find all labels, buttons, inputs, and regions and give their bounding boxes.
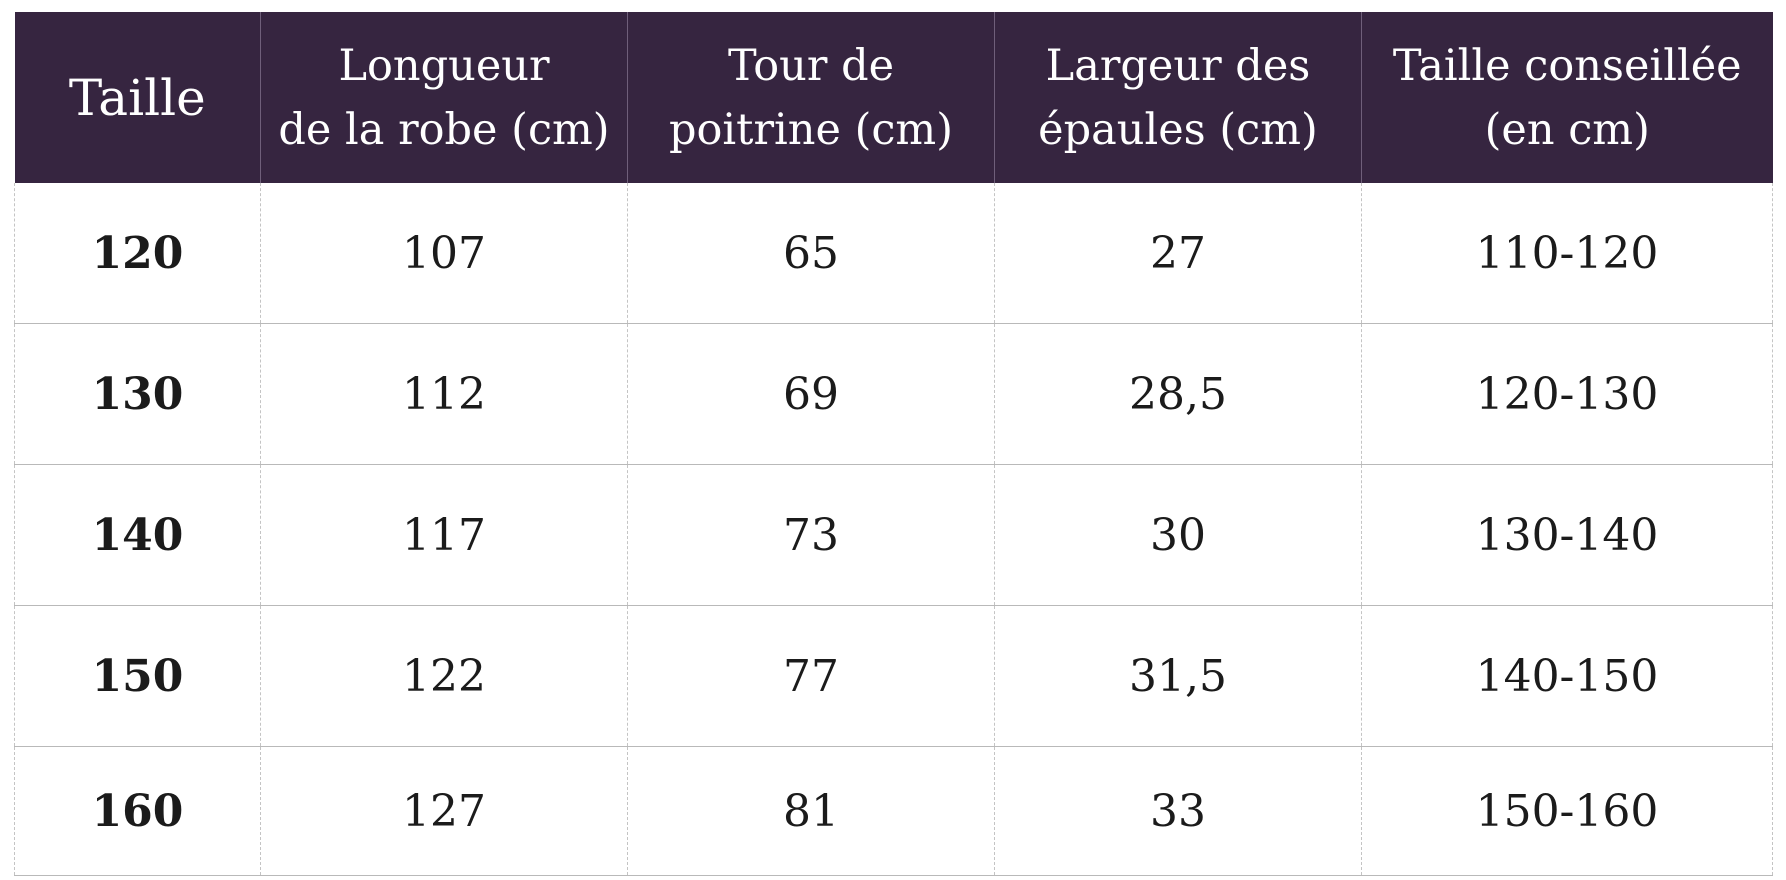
cell-taille-conseillee: 140-150	[1361, 605, 1773, 747]
header-longueur-robe: Longueur de la robe (cm)	[260, 12, 628, 183]
cell-taille: 150	[14, 605, 261, 747]
size-chart-table: Taille Longueur de la robe (cm) Tour de …	[14, 12, 1773, 876]
cell-taille-conseillee: 120-130	[1361, 323, 1773, 465]
cell-tour-poitrine: 81	[627, 746, 995, 876]
cell-longueur-robe: 127	[260, 746, 628, 876]
table-row: 150 122 77 31,5 140-150	[14, 605, 1773, 747]
cell-largeur-epaules: 33	[994, 746, 1362, 876]
cell-longueur-robe: 107	[260, 183, 628, 324]
cell-tour-poitrine: 69	[627, 323, 995, 465]
cell-taille: 160	[14, 746, 261, 876]
header-tour-poitrine: Tour de poitrine (cm)	[627, 12, 995, 183]
cell-tour-poitrine: 73	[627, 464, 995, 606]
cell-largeur-epaules: 28,5	[994, 323, 1362, 465]
cell-taille: 120	[14, 183, 261, 324]
cell-taille-conseillee: 110-120	[1361, 183, 1773, 324]
header-taille-conseillee: Taille conseillée (en cm)	[1361, 12, 1773, 183]
table-row: 130 112 69 28,5 120-130	[14, 323, 1773, 465]
table-row: 140 117 73 30 130-140	[14, 464, 1773, 606]
header-taille: Taille	[14, 12, 261, 183]
table-row: 120 107 65 27 110-120	[14, 183, 1773, 324]
header-largeur-epaules: Largeur des épaules (cm)	[994, 12, 1362, 183]
cell-taille: 130	[14, 323, 261, 465]
table-body: 120 107 65 27 110-120 130 112 69 28,5 12…	[14, 183, 1773, 876]
header-row: Taille Longueur de la robe (cm) Tour de …	[14, 12, 1773, 183]
cell-taille: 140	[14, 464, 261, 606]
cell-longueur-robe: 122	[260, 605, 628, 747]
cell-longueur-robe: 117	[260, 464, 628, 606]
cell-tour-poitrine: 65	[627, 183, 995, 324]
cell-tour-poitrine: 77	[627, 605, 995, 747]
cell-largeur-epaules: 30	[994, 464, 1362, 606]
table-header: Taille Longueur de la robe (cm) Tour de …	[14, 12, 1773, 183]
cell-taille-conseillee: 130-140	[1361, 464, 1773, 606]
cell-largeur-epaules: 31,5	[994, 605, 1362, 747]
table-row: 160 127 81 33 150-160	[14, 746, 1773, 876]
cell-largeur-epaules: 27	[994, 183, 1362, 324]
cell-longueur-robe: 112	[260, 323, 628, 465]
cell-taille-conseillee: 150-160	[1361, 746, 1773, 876]
